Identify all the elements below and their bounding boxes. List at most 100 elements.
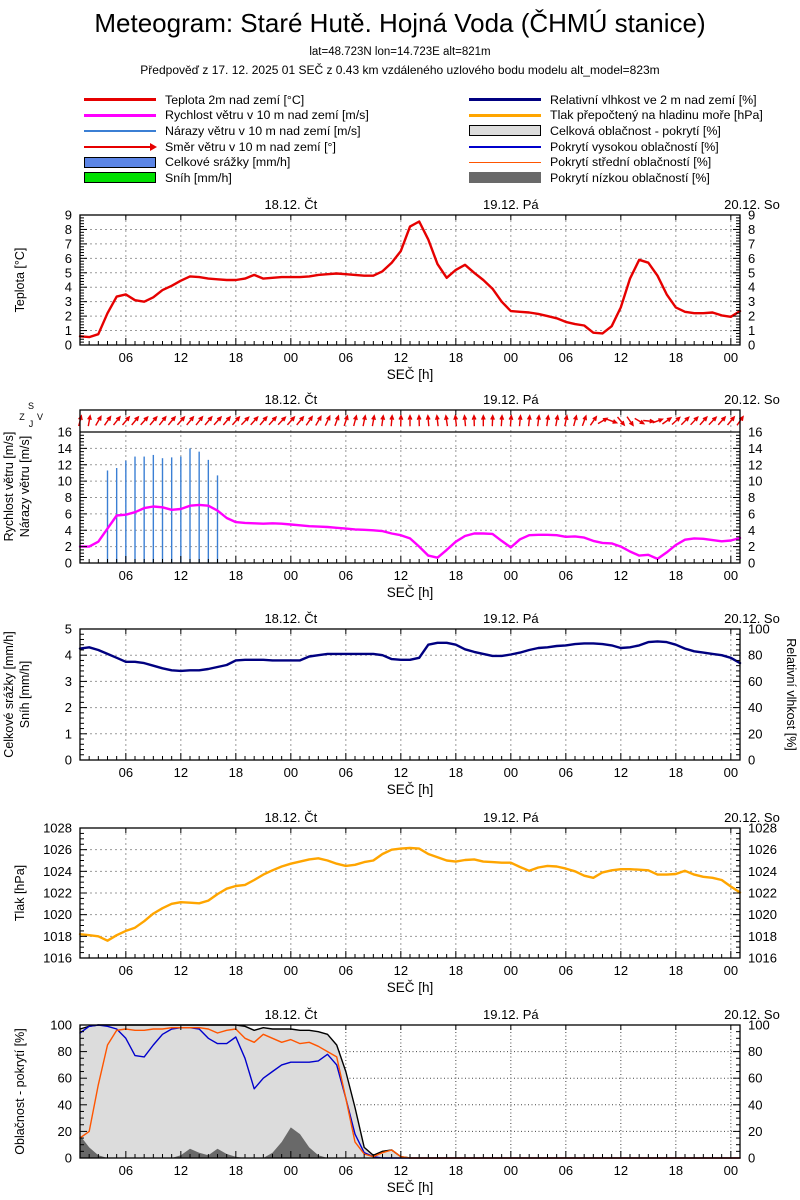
svg-text:SEČ [h]: SEČ [h]	[387, 585, 434, 600]
svg-text:0: 0	[65, 556, 72, 571]
svg-text:Celkové srážky [mm/h]: Celkové srážky [mm/h]	[2, 631, 16, 757]
svg-text:40: 40	[58, 1097, 72, 1112]
legend-item: Celková oblačnost - pokrytí [%]	[469, 123, 763, 139]
svg-text:12: 12	[174, 963, 188, 978]
svg-text:12: 12	[614, 1163, 628, 1178]
svg-text:06: 06	[559, 350, 573, 365]
svg-text:06: 06	[339, 765, 353, 780]
svg-text:00: 00	[724, 568, 738, 583]
svg-text:60: 60	[748, 1071, 762, 1086]
svg-text:20: 20	[748, 726, 762, 741]
legend-swatch-line-thin	[469, 156, 541, 169]
svg-text:00: 00	[504, 1163, 518, 1178]
svg-text:18.12. Čt: 18.12. Čt	[264, 1007, 317, 1022]
svg-text:18: 18	[229, 350, 243, 365]
svg-text:18.12. Čt: 18.12. Čt	[264, 392, 317, 407]
legend-swatch-box-noborder	[469, 171, 541, 184]
forecast-subtitle: Předpověď z 17. 12. 2025 01 SEČ z 0.43 k…	[140, 63, 660, 77]
legend-label: Pokrytí střední oblačností [%]	[550, 155, 712, 170]
wind-direction-arrows	[78, 414, 744, 427]
legend-label: Pokrytí vysokou oblačností [%]	[550, 139, 719, 154]
svg-text:8: 8	[65, 490, 72, 505]
svg-text:3: 3	[748, 294, 755, 309]
svg-text:12: 12	[174, 1163, 188, 1178]
svg-text:12: 12	[394, 765, 408, 780]
location-subtitle: lat=48.723N lon=14.723E alt=821m	[309, 46, 491, 58]
svg-text:80: 80	[748, 648, 762, 663]
svg-text:00: 00	[504, 568, 518, 583]
svg-text:0: 0	[748, 753, 755, 768]
svg-text:00: 00	[284, 350, 298, 365]
legend-item: Směr větru v 10 m nad zemí [°]	[84, 139, 369, 155]
svg-text:20.12. So: 20.12. So	[724, 1007, 780, 1022]
svg-text:16: 16	[748, 425, 762, 440]
legend-column-left: Teplota 2m nad zemí [°C] Rychlost větru v…	[84, 92, 369, 186]
svg-text:00: 00	[284, 963, 298, 978]
svg-text:14: 14	[748, 441, 762, 456]
svg-text:1026: 1026	[43, 842, 72, 857]
svg-text:1: 1	[65, 726, 72, 741]
svg-text:12: 12	[174, 350, 188, 365]
svg-text:20: 20	[748, 1124, 762, 1139]
legend-swatch-arrow	[84, 140, 157, 153]
svg-text:18: 18	[449, 568, 463, 583]
svg-text:0: 0	[65, 1151, 72, 1166]
svg-text:06: 06	[119, 568, 133, 583]
legend-column-right: Relativní vlhkost ve 2 m nad zemí [%] Tla…	[469, 92, 763, 186]
svg-text:18.12. Čt: 18.12. Čt	[264, 611, 317, 626]
svg-text:Rychlost větru [m/s]: Rychlost větru [m/s]	[2, 432, 16, 542]
svg-text:2: 2	[748, 309, 755, 324]
legend-label: Tlak přepočtený na hladinu moře [hPa]	[550, 108, 763, 123]
svg-text:00: 00	[504, 765, 518, 780]
svg-text:20: 20	[58, 1124, 72, 1139]
svg-text:0: 0	[65, 338, 72, 353]
svg-text:1024: 1024	[43, 864, 72, 879]
svg-text:06: 06	[339, 568, 353, 583]
legend-swatch-line-thin	[84, 124, 156, 137]
legend-item: Pokrytí nízkou oblačností [%]	[469, 170, 763, 186]
svg-text:5: 5	[65, 622, 72, 637]
svg-text:V: V	[37, 412, 43, 422]
svg-text:00: 00	[284, 568, 298, 583]
svg-text:9: 9	[65, 208, 72, 223]
svg-text:18.12. Čt: 18.12. Čt	[264, 810, 317, 825]
svg-text:14: 14	[58, 441, 72, 456]
legend-item: Nárazy větru v 10 m nad zemí [m/s]	[84, 123, 369, 139]
svg-text:Tlak [hPa]: Tlak [hPa]	[13, 865, 27, 921]
svg-text:1018: 1018	[748, 929, 777, 944]
svg-text:19.12. Pá: 19.12. Pá	[483, 810, 539, 825]
svg-text:12: 12	[748, 457, 762, 472]
svg-text:100: 100	[748, 1018, 770, 1033]
svg-text:5: 5	[748, 265, 755, 280]
svg-text:8: 8	[65, 222, 72, 237]
svg-text:J: J	[29, 419, 34, 429]
svg-text:4: 4	[65, 648, 72, 663]
svg-text:00: 00	[724, 963, 738, 978]
svg-text:10: 10	[58, 474, 72, 489]
svg-text:20.12. So: 20.12. So	[724, 810, 780, 825]
svg-text:18: 18	[229, 1163, 243, 1178]
svg-text:12: 12	[614, 568, 628, 583]
svg-text:18: 18	[669, 350, 683, 365]
legend-swatch-box	[84, 171, 156, 184]
legend-label: Nárazy větru v 10 m nad zemí [m/s]	[165, 123, 361, 138]
svg-text:2: 2	[748, 539, 755, 554]
legend-item: Pokrytí vysokou oblačností [%]	[469, 139, 763, 155]
svg-text:06: 06	[339, 1163, 353, 1178]
legend-swatch-line-thick	[469, 93, 541, 106]
svg-text:06: 06	[559, 1163, 573, 1178]
legend-swatch-line-thick	[84, 93, 156, 106]
legend-item: Tlak přepočtený na hladinu moře [hPa]	[469, 108, 763, 124]
svg-text:18: 18	[229, 568, 243, 583]
svg-text:06: 06	[119, 963, 133, 978]
svg-text:06: 06	[559, 568, 573, 583]
svg-text:SEČ [h]: SEČ [h]	[387, 980, 434, 995]
svg-text:0: 0	[748, 556, 755, 571]
svg-text:06: 06	[339, 963, 353, 978]
svg-text:18: 18	[229, 963, 243, 978]
svg-text:12: 12	[394, 568, 408, 583]
